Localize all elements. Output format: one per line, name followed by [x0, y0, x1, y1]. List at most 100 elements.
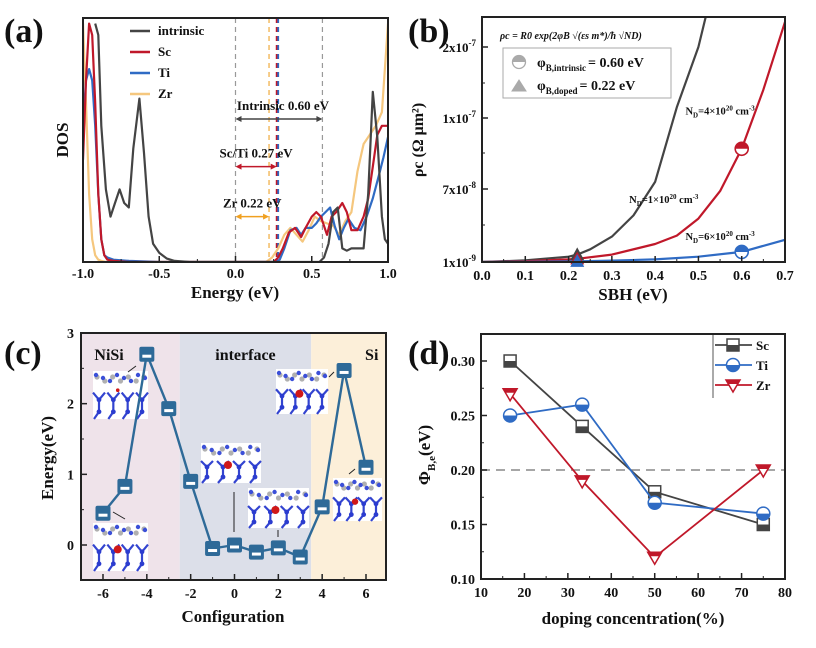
- ni-atom: [368, 485, 374, 491]
- si-atom: [139, 549, 145, 555]
- ni-atom: [237, 446, 243, 452]
- panel-label-b: (b): [408, 13, 450, 50]
- si-atom: [279, 404, 285, 410]
- legend-b: φB,intrinsic = 0.60 eV φB,doped = 0.22 eV: [502, 47, 672, 99]
- si-atom: [267, 519, 273, 525]
- annotation-sc-ti-gap: Sc/Ti 0.27 eV: [220, 146, 294, 161]
- legend-label-sc: Sc: [158, 44, 171, 59]
- si-atom: [279, 393, 285, 399]
- legend-d: Sc Ti Zr: [712, 335, 771, 398]
- doping-label-2: ND=6×1020 cm-3: [685, 230, 755, 245]
- arrow-head-left: [235, 163, 242, 170]
- si-atom: [309, 376, 315, 382]
- si-atom: [333, 479, 339, 485]
- marker-highlight: [208, 549, 218, 553]
- si-atom: [125, 549, 131, 555]
- si-atom: [125, 397, 131, 403]
- marker-highlight: [98, 513, 108, 517]
- x-tick-label: -4: [141, 587, 153, 602]
- square-marker: [270, 540, 286, 556]
- y-tick-label: 0.10: [451, 573, 476, 588]
- legend-marker-triangle: [511, 79, 527, 92]
- si-atom: [220, 474, 226, 480]
- ni-atom: [299, 376, 305, 382]
- si-atom: [348, 512, 354, 517]
- x-tick-label: 0.3: [603, 269, 621, 284]
- si-atom: [201, 444, 207, 450]
- y-tick-label: 0.20: [451, 464, 476, 479]
- label-part: 20: [670, 193, 678, 201]
- triangle-marker-fill: [756, 465, 771, 469]
- inset-pointer-arrow: [328, 371, 335, 378]
- marker-highlight: [251, 552, 261, 556]
- si-atom: [336, 512, 342, 517]
- si-atom: [96, 549, 102, 555]
- triangle-marker-fill: [575, 475, 590, 480]
- ni-atom: [117, 378, 124, 384]
- y-tick-label: 1x10-9: [443, 253, 477, 270]
- si-atom: [204, 464, 210, 470]
- square-marker: [161, 401, 177, 417]
- triangle-marker-fill: [726, 380, 740, 384]
- fermi-lines: [234, 18, 324, 262]
- ni-atom: [348, 481, 354, 487]
- energy-point: [205, 541, 221, 557]
- label-part: 20: [726, 104, 734, 112]
- si-atom: [316, 370, 321, 376]
- dopant-atom: [351, 498, 359, 505]
- region-label-nisi: NiSi: [94, 347, 124, 364]
- square-marker: [95, 505, 111, 521]
- legend-label-ti: Ti: [158, 65, 170, 80]
- marker-highlight: [164, 409, 174, 413]
- x-tick-label: -1.0: [72, 267, 94, 282]
- tick-mantissa: 7x10: [443, 182, 469, 197]
- legend-label-ti: Ti: [756, 358, 768, 373]
- si-atom: [96, 561, 102, 567]
- tick-exponent: -7: [469, 38, 477, 48]
- ni-atom: [133, 530, 139, 536]
- barrier-series: [501, 354, 772, 566]
- si-atom: [292, 404, 298, 410]
- x-tick-label: 0.6: [733, 269, 751, 284]
- si-atom: [288, 495, 293, 501]
- si-atom: [248, 444, 253, 450]
- dos-line-intrinsic: [94, 23, 388, 262]
- dopant-atom: [113, 545, 122, 554]
- marker-highlight: [295, 557, 305, 561]
- dos-line-sc: [83, 22, 388, 262]
- si-atom: [224, 444, 230, 450]
- energy-point: [248, 544, 264, 560]
- square-marker-fill: [504, 361, 517, 367]
- si-atom: [240, 450, 245, 456]
- legend-label-zr: Zr: [756, 378, 771, 393]
- marker-highlight: [361, 467, 371, 471]
- label-part: cm: [677, 195, 693, 206]
- y-tick-label: 2: [67, 398, 74, 413]
- energy-point: [161, 401, 177, 417]
- si-atom: [289, 376, 295, 382]
- si-atom: [300, 519, 306, 525]
- x-tick-label: 0.5: [303, 267, 321, 282]
- x-axis-label-d: doping concentration(%): [542, 609, 725, 628]
- inset-pointer-arrow: [112, 511, 126, 520]
- dos-series: [83, 22, 388, 262]
- label-part: =4×10: [698, 106, 726, 117]
- dopant-atom: [224, 461, 232, 469]
- triangle-marker-fill: [503, 388, 518, 393]
- si-atom: [209, 447, 214, 453]
- si-atom: [107, 530, 113, 536]
- si-atom: [232, 447, 238, 453]
- si-atom: [352, 479, 357, 485]
- ni-atom: [284, 491, 290, 497]
- square-marker: [227, 537, 242, 553]
- square-marker: [117, 478, 133, 494]
- resistivity-markers: [570, 141, 750, 267]
- x-tick-label: 0.2: [560, 269, 578, 284]
- x-tick-label: 0.0: [473, 269, 491, 284]
- energy-point: [139, 346, 155, 362]
- square-marker-fill: [648, 491, 661, 498]
- structure-nisi-bottom: [92, 511, 149, 572]
- x-tick-label: -6: [97, 587, 109, 602]
- tick-exponent: -7: [469, 109, 477, 119]
- data-point-ti: [756, 506, 771, 521]
